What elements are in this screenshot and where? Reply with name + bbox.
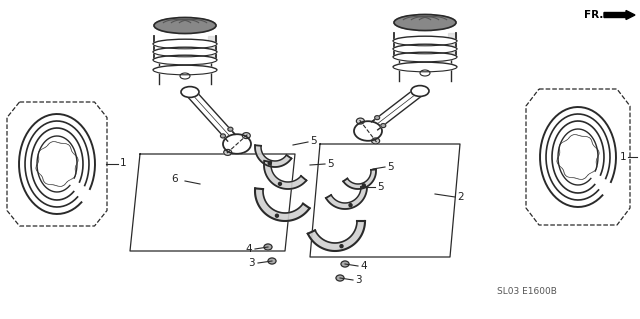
Polygon shape [326,187,367,209]
Text: 4: 4 [245,244,252,254]
Ellipse shape [181,86,199,97]
Ellipse shape [243,133,250,139]
Ellipse shape [341,261,349,267]
Text: 3: 3 [355,275,362,285]
Ellipse shape [264,244,272,250]
Ellipse shape [153,55,217,65]
Text: 5: 5 [377,182,383,192]
Ellipse shape [153,65,217,75]
Ellipse shape [180,73,190,79]
Ellipse shape [356,118,364,124]
Ellipse shape [349,204,352,207]
Polygon shape [264,161,307,189]
Ellipse shape [393,62,457,72]
Ellipse shape [153,39,217,49]
Ellipse shape [393,44,457,54]
Polygon shape [255,145,291,167]
Ellipse shape [223,134,251,154]
Text: 6: 6 [172,174,178,184]
Text: 1: 1 [620,152,626,162]
Ellipse shape [372,138,380,144]
Ellipse shape [228,127,233,131]
Ellipse shape [268,258,276,264]
Polygon shape [255,189,310,221]
Ellipse shape [394,50,456,62]
Text: 5: 5 [387,162,394,172]
Text: SL03 E1600B: SL03 E1600B [497,287,557,296]
Ellipse shape [411,85,429,96]
Text: 1: 1 [120,158,127,168]
Text: 2: 2 [457,192,463,202]
Ellipse shape [278,182,282,185]
Ellipse shape [381,123,386,128]
Ellipse shape [393,36,457,46]
Ellipse shape [220,134,225,138]
Ellipse shape [420,70,430,76]
FancyArrow shape [604,11,635,19]
Ellipse shape [154,18,216,33]
Polygon shape [308,221,365,251]
Polygon shape [208,36,216,57]
Text: 5: 5 [310,136,317,146]
Text: 5: 5 [327,159,333,169]
Polygon shape [448,33,456,54]
Ellipse shape [275,214,278,217]
Ellipse shape [374,116,380,120]
Ellipse shape [268,162,271,165]
Ellipse shape [340,245,343,248]
Ellipse shape [336,275,344,281]
Text: FR.: FR. [584,10,604,20]
Text: 4: 4 [360,261,367,271]
Ellipse shape [393,52,457,62]
Ellipse shape [153,47,217,57]
Ellipse shape [362,184,365,187]
Text: 3: 3 [248,258,255,268]
Ellipse shape [154,53,216,65]
Ellipse shape [354,121,382,141]
Polygon shape [343,169,376,189]
Ellipse shape [224,149,232,155]
Ellipse shape [394,14,456,31]
